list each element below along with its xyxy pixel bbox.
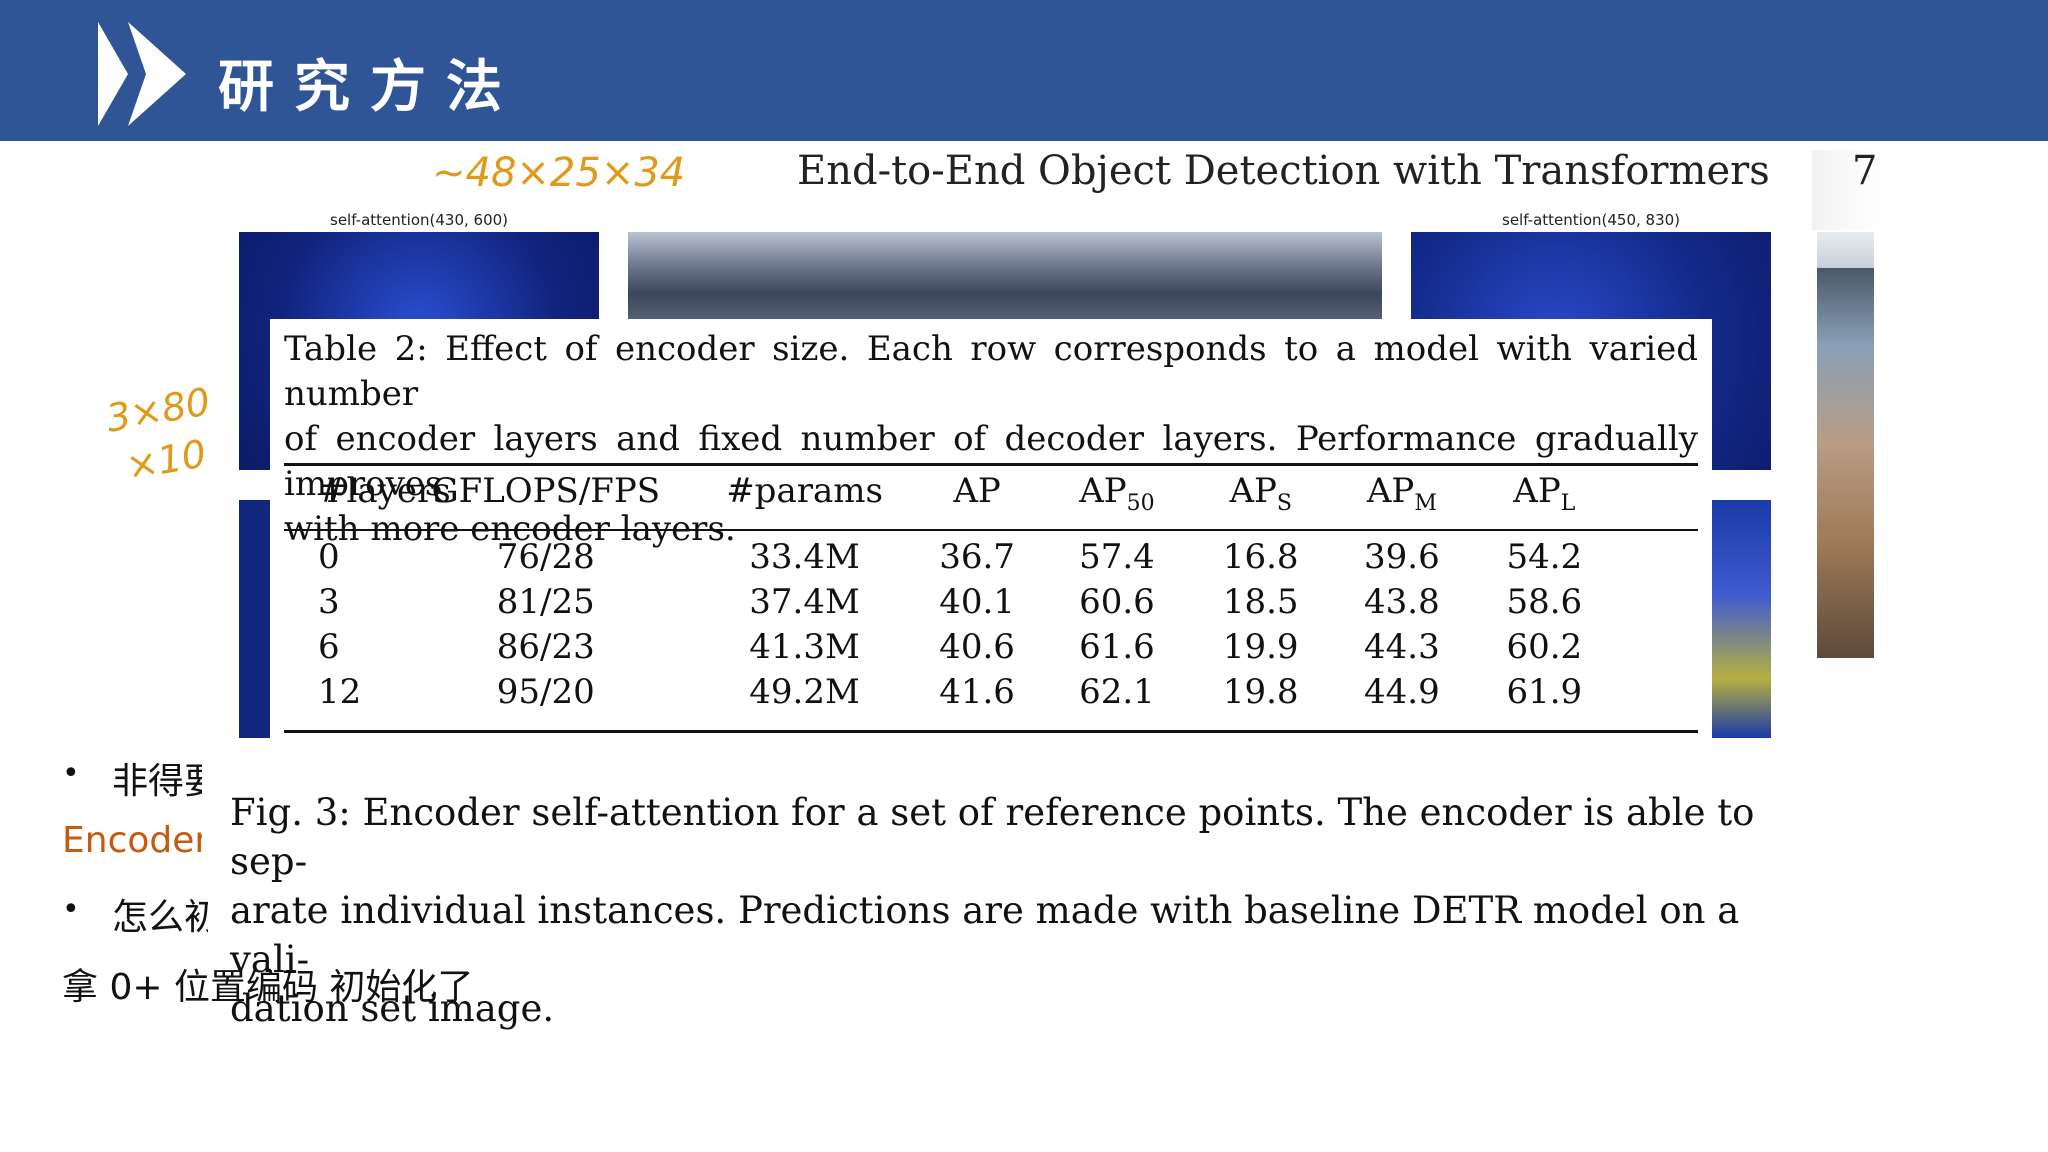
table-header-cell: APS [1229,471,1292,516]
table-cell: 40.6 [939,627,1015,667]
table-cell: 16.8 [1222,537,1299,577]
attention-label-left: self-attention(430, 600) [330,211,509,229]
bullet-dot: • [62,756,80,791]
table-cell: 61.9 [1506,672,1583,712]
table-cell: 86/23 [496,627,595,667]
table-cell: 37.4M [749,582,860,622]
attention-label-right: self-attention(450, 830) [1502,211,1681,229]
figure-caption-line: arate individual instances. Predictions … [230,889,1740,981]
table-caption: Table 2: Effect of encoder size. Each ro… [284,327,1698,552]
figure-caption-line: Fig. 3: Encoder self-attention for a set… [230,791,1755,883]
table-bottom-rule [284,730,1698,733]
attention-map-left-lower [239,500,271,738]
handwritten-note-left-2: ×10 [122,431,210,489]
table-cell: 44.9 [1364,672,1440,712]
table-cell: 54.2 [1506,537,1583,577]
table-header-cell: GFLOPS/FPS [431,471,661,511]
title-bar: 研究方法 [0,0,2048,141]
table-cell: 3 [318,582,340,622]
table-cell: 44.3 [1364,627,1440,667]
table-cell: 12 [318,672,362,712]
table-header-rule [284,529,1698,531]
photo-strip [1817,268,1874,658]
table-header-cell: #layers [318,471,451,511]
table-cell: 6 [318,627,340,667]
note-line: 拿 0+ 位置编码 初始化了 [62,967,474,1008]
table-cell: 36.7 [939,537,1015,577]
table-cell: 62.1 [1079,672,1155,712]
table-cell: 39.6 [1364,537,1440,577]
table-cell: 58.6 [1506,582,1583,622]
table-cell: 18.5 [1222,582,1299,622]
table-cell: 40.1 [939,582,1015,622]
table-cell: 33.4M [749,537,860,577]
figure-caption: Fig. 3: Encoder self-attention for a set… [230,788,1775,1033]
table-cell: 43.8 [1364,582,1440,622]
bullet-dot: • [62,892,80,927]
table-cell: 60.6 [1079,582,1155,622]
bullet-text-1: 非得要 [112,761,202,802]
photo-strip-top [1817,232,1874,268]
table-caption-line: of encoder layers and fixed number of de… [284,419,1698,504]
table-header-cell: APM [1366,471,1437,516]
slide-title: 研究方法 [218,55,522,120]
table-figure: Table 2: Effect of encoder size. Each ro… [270,319,1712,739]
table-cell: 60.2 [1506,627,1583,667]
table-cell: 41.3M [749,627,860,667]
double-chevron-icon [98,22,186,126]
handwritten-note-top: ~48×25×34 [432,150,686,196]
table-cell: 95/20 [496,672,595,712]
table-cell: 81/25 [496,582,595,622]
figure-caption-line: dation set image. [230,987,555,1030]
table-cell: 61.6 [1079,627,1155,667]
faint-figure-fragment [1812,150,1882,230]
table-header-cell: #params [726,471,883,511]
table-cell: 19.8 [1222,672,1299,712]
table-caption-line: Table 2: Effect of encoder size. Each ro… [284,329,1698,414]
table-cell: 49.2M [749,672,860,712]
paper-running-header: End-to-End Object Detection with Transfo… [797,148,1770,194]
encoder-label: Encoder [62,820,202,861]
table-header-cell: AP50 [1079,471,1155,516]
landscape-photo [628,232,1382,320]
table-header-cell: APL [1513,471,1576,516]
paper-page-number: 7 [1852,148,1878,194]
attention-map-right-lower [1712,500,1771,738]
table-cell: 41.6 [939,672,1015,712]
table-cell: 0 [318,537,340,577]
table-top-rule [284,463,1698,466]
table-cell: 57.4 [1079,537,1155,577]
table-cell: 19.9 [1222,627,1299,667]
bullet-text-2: 怎么初 [112,897,208,938]
table-cell: 76/28 [496,537,595,577]
table-header-cell: AP [953,471,1001,511]
